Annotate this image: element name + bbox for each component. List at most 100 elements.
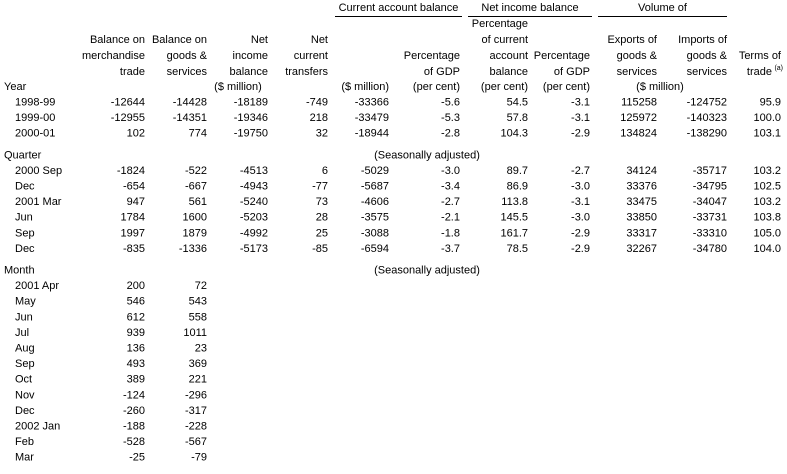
row-label: Dec: [15, 405, 35, 417]
cell: -5240: [240, 196, 268, 208]
cell: 561: [189, 196, 207, 208]
unit-label: (per cent): [543, 81, 590, 93]
row-label: Nov: [15, 389, 35, 401]
cell: 115258: [621, 97, 657, 109]
column-header: income: [233, 50, 268, 62]
cell: -3.1: [571, 97, 590, 109]
row-label: Feb: [15, 436, 34, 448]
cell: -14351: [173, 112, 207, 124]
cell: -138290: [687, 128, 727, 140]
cell: -1336: [179, 243, 207, 255]
column-header: of GDP: [424, 66, 460, 78]
cell: -1824: [117, 165, 145, 177]
cell: 23: [195, 343, 207, 355]
column-header: balance: [489, 66, 528, 78]
column-header: of GDP: [554, 66, 590, 78]
column-header: Imports of: [678, 34, 728, 46]
row-label: 1998-99: [15, 97, 55, 109]
cell: -6594: [361, 243, 389, 255]
cell: -528: [123, 436, 145, 448]
group-header: Current account balance: [339, 2, 459, 14]
row-label: Sep: [15, 358, 35, 370]
cell: -18189: [234, 97, 268, 109]
cell: 1997: [121, 227, 145, 239]
column-header: merchandise: [82, 50, 145, 62]
cell: 134824: [620, 128, 657, 140]
cell: -2.1: [441, 212, 460, 224]
cell: 105.0: [753, 227, 781, 239]
cell: -3088: [361, 227, 389, 239]
cell: 33475: [626, 196, 657, 208]
cell: 78.5: [507, 243, 528, 255]
row-label: 2002 Jan: [15, 421, 60, 433]
cell: 6: [322, 165, 328, 177]
cell: -19346: [234, 112, 268, 124]
note-marker: (a): [774, 65, 783, 72]
row-label: 2000 Sep: [15, 165, 62, 177]
cell: -3.1: [571, 196, 590, 208]
row-label: Oct: [15, 374, 32, 386]
column-header: Net: [251, 34, 268, 46]
column-header: Exports of: [607, 34, 657, 46]
cell: 558: [189, 311, 207, 323]
cell: 32267: [626, 243, 657, 255]
column-header: Percentage: [472, 18, 528, 30]
cell: 612: [127, 311, 145, 323]
row-label: 2001 Apr: [15, 280, 59, 292]
row-label: Aug: [15, 343, 35, 355]
cell: 947: [127, 196, 145, 208]
cell: -124752: [687, 97, 727, 109]
cell: -33479: [355, 112, 389, 124]
cell: -3.4: [441, 181, 460, 193]
column-header: goods &: [687, 50, 728, 62]
cell: 161.7: [500, 227, 528, 239]
column-header: account: [489, 50, 528, 62]
cell: -228: [185, 421, 207, 433]
cell: -77: [312, 181, 328, 193]
cell: 100.0: [753, 112, 781, 124]
cell: -522: [185, 165, 207, 177]
cell: 939: [127, 327, 145, 339]
cell: -34780: [693, 243, 727, 255]
cell: 95.9: [760, 97, 781, 109]
cell: -3.0: [571, 181, 590, 193]
cell: -296: [185, 389, 207, 401]
cell: 72: [195, 280, 207, 292]
section-label: Month: [4, 265, 35, 277]
cell: 145.5: [500, 212, 528, 224]
cell: 218: [310, 112, 328, 124]
cell: 28: [316, 212, 328, 224]
cell: -4606: [361, 196, 389, 208]
cell: -2.9: [571, 227, 590, 239]
column-header: services: [687, 66, 728, 78]
column-header: balance: [229, 66, 268, 78]
group-header: Volume of: [638, 2, 688, 14]
cell: 104.0: [753, 243, 781, 255]
cell: -33310: [693, 227, 727, 239]
cell: 73: [316, 196, 328, 208]
unit-label: (per cent): [481, 81, 528, 93]
column-header: Balance on: [152, 34, 207, 46]
cell: 104.3: [500, 128, 528, 140]
unit-label: ($ million): [341, 81, 389, 93]
cell: 200: [127, 280, 145, 292]
cell: -835: [123, 243, 145, 255]
cell: 103.8: [753, 212, 781, 224]
column-header: Percentage: [404, 50, 460, 62]
cell: 103.2: [753, 165, 781, 177]
cell: 136: [127, 343, 145, 355]
cell: -3.1: [571, 112, 590, 124]
cell: 54.5: [507, 97, 528, 109]
cell: -79: [191, 452, 207, 464]
cell: 57.8: [507, 112, 528, 124]
column-header: Net: [311, 34, 328, 46]
unit-label: (per cent): [413, 81, 460, 93]
cell: 25: [316, 227, 328, 239]
unit-label: ($ million): [214, 81, 262, 93]
cell: -2.9: [571, 128, 590, 140]
row-label: Dec: [15, 181, 35, 193]
row-label: 2001 Mar: [15, 196, 62, 208]
row-label: May: [15, 296, 36, 308]
column-header: transfers: [285, 66, 328, 78]
